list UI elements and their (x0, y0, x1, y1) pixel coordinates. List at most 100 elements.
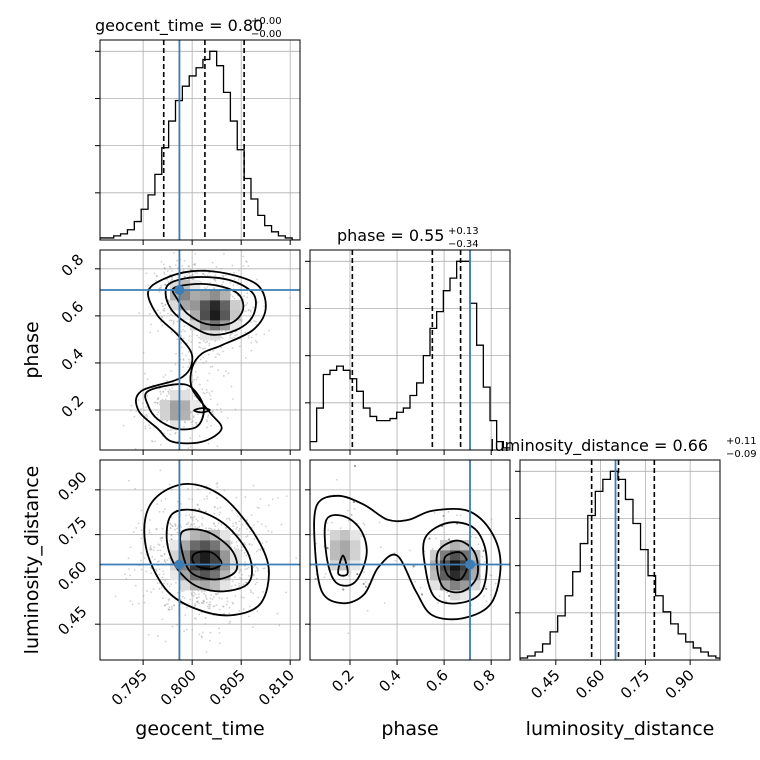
sample-point (224, 330, 227, 333)
sample-point (244, 568, 247, 571)
sample-point (250, 349, 253, 352)
sample-point (221, 330, 223, 332)
sample-point (164, 508, 167, 511)
sample-point (173, 604, 175, 607)
sample-point (342, 588, 345, 591)
sample-point (204, 274, 206, 276)
sample-point (156, 274, 158, 277)
sample-point (208, 601, 211, 604)
sample-point (198, 508, 201, 511)
sample-point (168, 393, 171, 395)
sample-point (153, 272, 156, 275)
sample-point (326, 547, 329, 549)
sample-point (412, 565, 415, 568)
sample-point (243, 597, 245, 599)
sample-point (204, 510, 207, 513)
sample-point (442, 514, 445, 517)
sample-point (199, 342, 202, 344)
sample-point (158, 587, 161, 590)
density-cell (220, 290, 231, 301)
sample-point (160, 321, 162, 323)
sample-point (217, 592, 220, 595)
sample-point (365, 585, 367, 588)
sample-point (202, 391, 205, 394)
sample-point (163, 559, 166, 562)
sample-point (188, 272, 191, 275)
sample-point (169, 267, 172, 270)
sample-point (242, 452, 244, 454)
sample-point (326, 547, 329, 549)
sample-point (169, 523, 172, 526)
sample-point (204, 527, 207, 530)
sample-point (163, 553, 166, 555)
sample-point (413, 564, 416, 567)
sample-point (428, 537, 431, 540)
sample-point (255, 333, 258, 336)
sample-point (201, 636, 203, 639)
sample-point (428, 537, 431, 540)
sample-point (175, 352, 177, 355)
x-axis-label-geocent-time: geocent_time (135, 718, 264, 740)
sample-point (249, 591, 252, 593)
sample-point (163, 268, 166, 270)
density-cell (170, 420, 181, 431)
sample-point (234, 408, 237, 411)
sample-point (145, 272, 148, 275)
sample-point (157, 635, 159, 637)
sample-point (246, 567, 249, 570)
sample-point (354, 465, 356, 467)
sample-point (296, 525, 298, 527)
sample-point (240, 281, 243, 284)
sample-point (306, 559, 308, 561)
sample-point (448, 538, 450, 541)
sample-point (353, 501, 355, 503)
density-cell (160, 410, 171, 421)
sample-point (230, 385, 233, 388)
density-cell (190, 280, 201, 291)
sample-point (158, 287, 161, 290)
sample-point (159, 443, 162, 446)
sample-point (193, 523, 195, 526)
sample-point (434, 537, 437, 540)
sample-point (203, 592, 205, 595)
sample-point (232, 525, 234, 527)
sample-point (242, 583, 245, 586)
sample-point (167, 391, 170, 394)
sample-point (421, 593, 423, 596)
sample-point (271, 498, 274, 501)
sample-point (246, 535, 249, 537)
sample-point (285, 495, 288, 498)
sample-point (174, 432, 176, 435)
sample-point (296, 525, 298, 527)
sample-point (262, 590, 264, 593)
sample-point (195, 597, 198, 599)
sample-point (431, 547, 434, 550)
sample-point (393, 552, 396, 555)
sample-point (210, 528, 213, 531)
sample-point (350, 513, 353, 516)
sample-point (212, 410, 214, 412)
sample-point (180, 330, 183, 333)
sample-point (157, 329, 159, 332)
sample-point (241, 549, 243, 552)
sample-point (356, 573, 359, 575)
sample-point (244, 331, 247, 334)
sample-point (326, 547, 329, 549)
sample-point (362, 582, 365, 585)
sample-point (221, 274, 224, 277)
sample-point (202, 602, 205, 604)
sample-point (193, 507, 196, 510)
sample-point (233, 547, 236, 550)
sample-point (250, 341, 253, 344)
sample-point (255, 320, 257, 323)
sample-point (164, 283, 167, 286)
sample-point (412, 565, 415, 568)
sample-point (173, 604, 175, 607)
sample-point (394, 559, 397, 562)
sample-point (154, 401, 157, 404)
sample-point (213, 523, 215, 525)
sample-point (174, 528, 176, 531)
sample-point (162, 573, 165, 575)
sample-point (163, 263, 165, 266)
sample-point (181, 590, 184, 593)
